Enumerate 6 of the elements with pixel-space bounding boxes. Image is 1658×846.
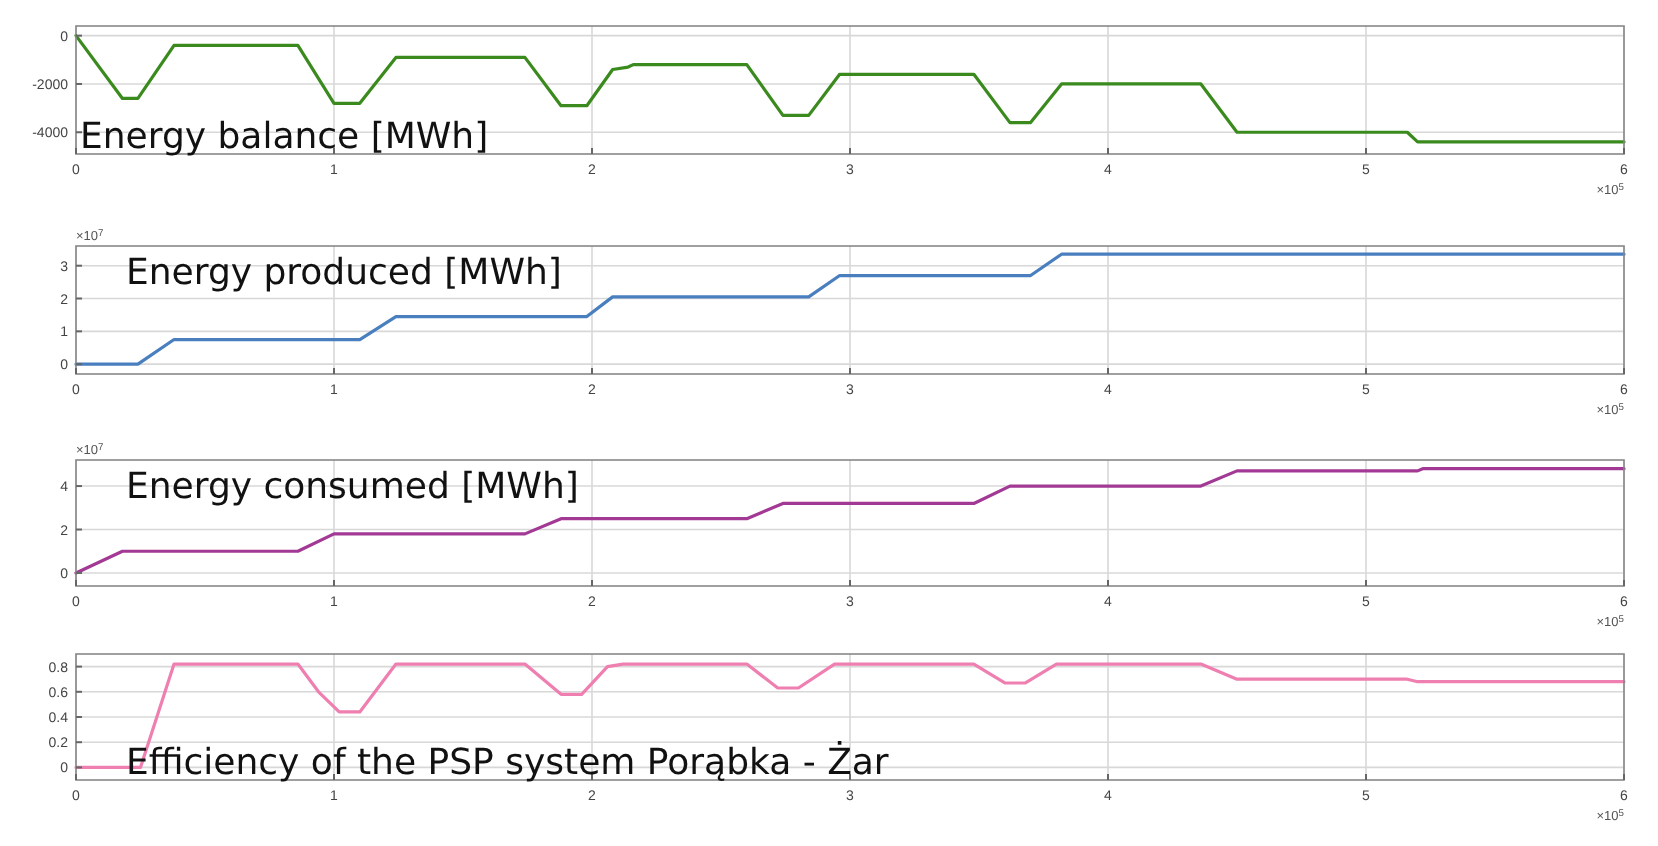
text: Energy balance [MWh] [80, 116, 489, 158]
text: Efficiency of the PSP system Porąbka - Żar [126, 740, 890, 784]
line-series [74, 252, 1626, 366]
chart-title: Energy consumed [MWh] [126, 466, 579, 508]
chart-title: Energy produced [MWh] [126, 252, 562, 294]
line-series [74, 467, 1626, 575]
